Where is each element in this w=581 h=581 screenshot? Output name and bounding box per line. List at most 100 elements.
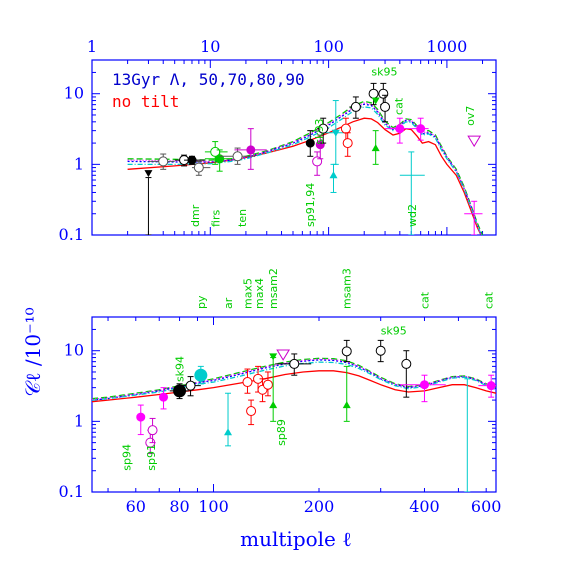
x-tick-label: 80 [169,497,189,516]
marker [368,88,379,99]
data-point [262,371,273,397]
data-point [169,383,189,400]
experiment-label: cat [418,291,431,309]
data-point [219,147,256,165]
y-axis-label: 𝒞ℓ /10⁻¹⁰ [21,307,45,396]
data-point [204,141,228,165]
model-curve [127,100,484,235]
annotation-label: wd2 [406,204,419,227]
data-point [349,96,362,119]
annotation-label: sk95 [381,324,407,337]
marker [269,401,278,409]
data-point [234,128,267,170]
data-point [315,134,325,160]
data-point [305,130,315,157]
data-point [246,399,257,426]
data-point [342,365,351,422]
marker [467,135,482,148]
marker [342,138,353,149]
marker [342,401,351,409]
data-point [147,417,158,444]
annotation-label: sk95 [371,66,397,79]
bottom-panel-ticks: 60 80 100 200 400 600 0.1 1 10 [59,316,502,516]
marker [401,358,412,369]
y-tick-label: 1 [74,411,84,430]
experiment-label: max5 [241,278,254,309]
data-point [467,135,482,148]
data-point [378,82,389,106]
marker [289,358,300,369]
x-tick-label: 1000 [427,37,468,56]
x-axis-label: multipole ℓ [240,527,352,551]
experiment-label: ar [222,297,235,309]
data-point [478,374,496,398]
legend-entry-model: 13Gyr Λ, 50,70,80,90 [112,70,305,89]
marker [419,380,429,390]
bottom-panel-frame [91,316,497,493]
model-curve [127,117,482,235]
marker [194,368,208,382]
marker [341,346,352,357]
top-panel-frame [91,59,497,236]
experiment-label: msam2 [267,268,280,309]
x-tick-label: 10 [200,37,220,56]
marker [315,140,325,150]
annotation-label: sp91 [145,444,158,471]
top-panel-ticks: 1 10 100 1000 0.1 1 10 [59,37,496,244]
data-point [464,378,471,492]
data-point [371,130,380,165]
marker [224,428,233,436]
y-tick-label: 1 [74,154,84,173]
annotation-label: ten [236,209,249,227]
annotation-label: sp91,94 [304,183,317,227]
marker [416,124,426,134]
annotation-label: cat [392,97,405,115]
annotation-label: sp94 [121,444,134,471]
data-point [371,97,380,105]
top-panel: 1 10 100 1000 0.1 1 10 dmr firs ten sp91,94 sk93 sk… [59,37,497,244]
marker [246,406,257,417]
data-point [342,132,353,157]
top-panel-data-points [144,82,483,235]
model-curve [92,357,496,400]
marker [193,162,204,173]
data-point [269,357,278,422]
data-point [194,365,208,385]
x-tick-label: 60 [126,497,146,516]
marker [173,384,187,398]
annotation-label: sk94 [173,356,186,382]
top-panel-annotations: dmr firs ten sp91,94 sk93 sk95 cat wd2 ov7 [189,66,477,227]
data-point [242,368,253,394]
experiment-label: max4 [253,278,266,309]
marker [262,379,273,390]
marker [340,123,351,134]
data-point [276,349,291,361]
data-point [275,353,312,376]
marker [371,97,380,105]
top-panel-model-curves [127,100,484,235]
experiment-label: py [195,295,208,309]
x-tick-label: 200 [304,497,335,516]
marker [318,123,329,134]
marker [380,101,391,112]
legend-entry-no-tilt: no tilt [112,92,179,111]
data-point [317,117,329,144]
data-point [145,177,152,235]
marker [215,154,225,164]
model-curve [92,359,496,401]
data-point [380,94,391,123]
data-point [144,170,153,178]
marker [331,129,340,137]
x-tick-label: 100 [198,497,229,516]
data-point [375,339,386,363]
data-point [179,376,201,397]
marker [375,345,386,356]
y-tick-label: 10 [64,84,84,103]
x-tick-label: 600 [471,497,502,516]
data-point [464,200,483,235]
data-point [341,339,352,363]
bottom-panel-data-points [136,339,496,492]
